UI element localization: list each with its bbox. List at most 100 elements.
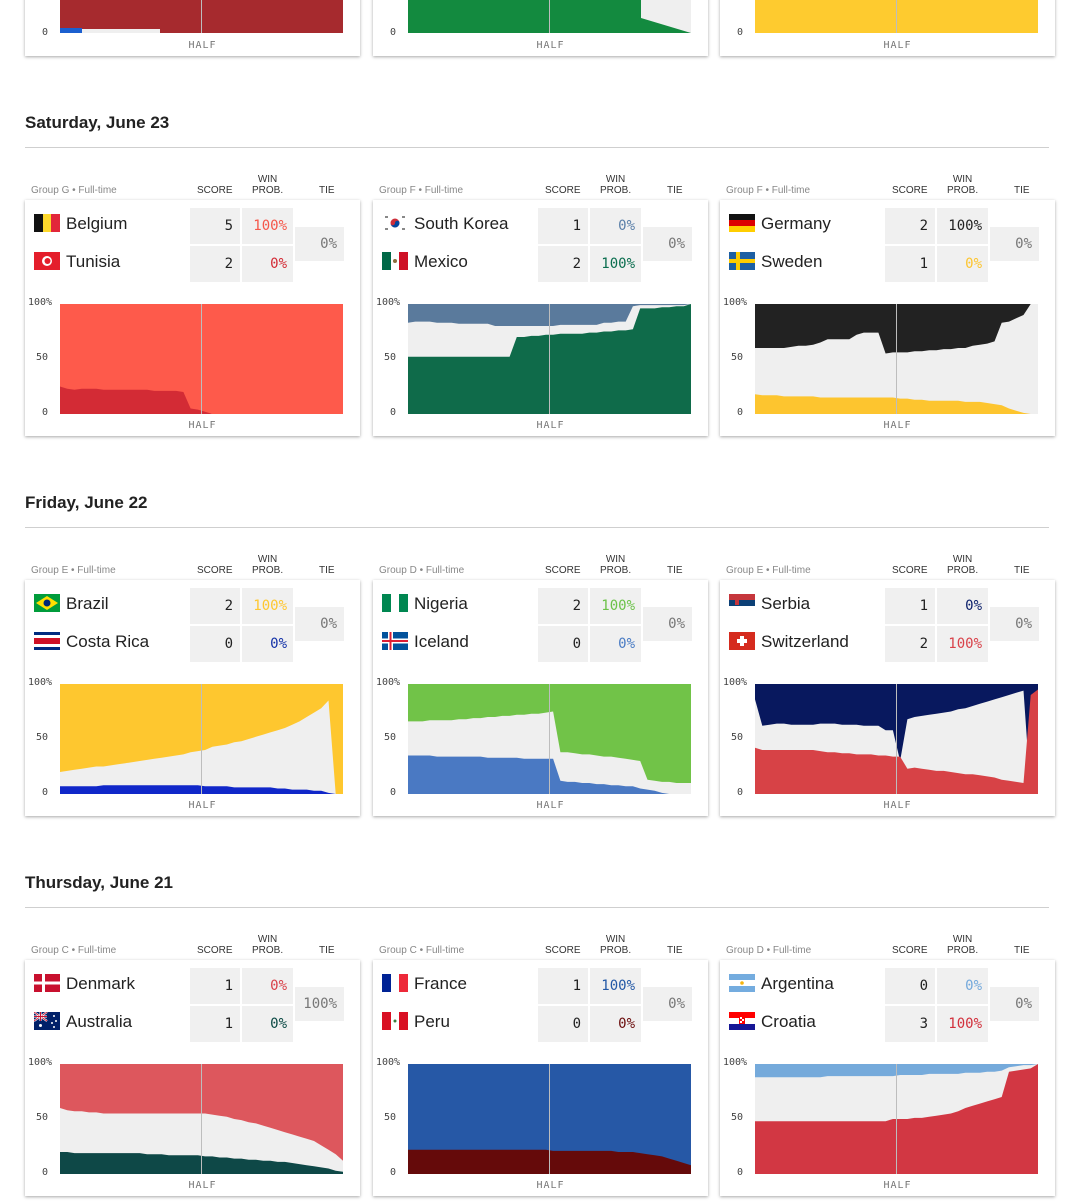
tie-probability: 0% [990,607,1039,641]
tie-probability: 0% [990,227,1039,261]
win-header-line1: WIN [952,934,973,945]
y-axis-label-50: 50 [384,732,397,743]
match-card[interactable]: Argentina 0 0% Croatia 3 100% 0% 100% 50 0 HALF [720,960,1055,1196]
y-axis-label-100: 100% [723,297,748,308]
score-column-header: SCORE [892,185,928,196]
team-score: 0 [885,968,935,1004]
y-axis-label-0: 0 [42,407,49,418]
team-score: 0 [538,1006,588,1042]
team-row: Nigeria 2 100% [373,588,708,624]
half-label: HALF [536,420,565,431]
tie-column-header: TIE [1014,185,1030,196]
team-win-probability: 100% [590,588,641,624]
win-probability-chart: 100% 50 0 HALF [373,676,708,816]
win-header-line2: PROB. [947,565,979,576]
half-label: HALF [188,1180,217,1191]
team-score: 5 [190,208,240,244]
match-header: Group F • Full-time SCORE WIN PROB. TIE [373,167,708,197]
win-probability-column-header: WIN PROB. [600,934,631,956]
team-name: Sweden [761,252,823,271]
sweden-flag-icon [729,252,755,270]
score-column-header: SCORE [545,185,581,196]
tie-probability: 0% [643,227,692,261]
match-header: Group D • Full-time SCORE WIN PROB. TIE [720,927,1055,957]
group-status: Group D • Full-time [379,565,465,576]
match-card[interactable]: France 1 100% Peru 0 0% 0% 100% 50 0 HALF [373,960,708,1196]
win-header-line1: WIN [605,934,626,945]
win-probability-chart: 100% 50 0 HALF [25,676,360,816]
match-card[interactable]: Denmark 1 0% Australia 1 0% 100% 100% 50 0 HALF [25,960,360,1196]
half-label: HALF [883,1180,912,1191]
win-header-line2: PROB. [600,565,632,576]
win-probability-chart [408,0,691,33]
score-column-header: SCORE [545,945,581,956]
team-row: Argentina 0 0% [720,968,1055,1004]
win-probability-chart [60,0,343,33]
team-score: 2 [190,246,240,282]
group-status: Group C • Full-time [379,945,465,956]
score-column-header: SCORE [892,565,928,576]
tie-column-header: TIE [667,185,683,196]
day-divider [25,907,1049,908]
win-probability-column-header: WIN PROB. [947,174,978,196]
team-row: Serbia 1 0% [720,588,1055,624]
team-name: Nigeria [414,594,468,613]
team-row: Brazil 2 100% [25,588,360,624]
team-win-probability: 100% [590,246,641,282]
team-name: Croatia [761,1012,816,1031]
team-row: South Korea 1 0% [373,208,708,244]
match-card[interactable]: Brazil 2 100% Costa Rica 0 0% 0% 100% 50 0 HALF [25,580,360,816]
team-row: Switzerland 2 100% [720,626,1055,662]
team-row: Belgium 5 100% [25,208,360,244]
match-card[interactable]: Nigeria 2 100% Iceland 0 0% 0% 100% 50 0 HALF [373,580,708,816]
team-score: 1 [190,1006,240,1042]
iceland-flag-icon [382,632,408,650]
team-name: Iceland [414,632,469,651]
team-name: Serbia [761,594,811,613]
group-status: Group D • Full-time [726,945,812,956]
y-axis-label-50: 50 [36,1112,49,1123]
australia-flag-icon [34,1012,60,1030]
y-axis-label-100: 100% [28,677,53,688]
team-name: Costa Rica [66,632,150,651]
half-label: HALF [883,40,912,51]
tie-probability: 0% [295,227,344,261]
half-label: HALF [883,420,912,431]
tie-probability: 0% [643,607,692,641]
match-card[interactable]: Serbia 1 0% Switzerland 2 100% 0% 100% 50 0 HALF [720,580,1055,816]
match-card[interactable]: Germany 2 100% Sweden 1 0% 0% 100% 50 0 HALF [720,200,1055,436]
brazil-flag-icon [34,594,60,612]
win-header-line1: WIN [257,934,278,945]
team-name: Mexico [414,252,468,271]
group-status: Group F • Full-time [379,185,464,196]
y-axis-label-0: 0 [737,407,744,418]
team-win-probability: 0% [242,968,293,1004]
y-axis-label-0: 0 [390,1167,397,1178]
win-probability-chart [755,0,1038,33]
team-name: France [414,974,467,993]
tie-probability: 0% [295,607,344,641]
group-status: Group G • Full-time [31,185,117,196]
match-card[interactable]: Belgium 5 100% Tunisia 2 0% 0% 100% 50 0 HALF [25,200,360,436]
day-title: Friday, June 22 [25,493,148,512]
team-win-probability: 0% [242,626,293,662]
win-probability-chart: 100% 50 0 HALF [720,296,1055,436]
team-win-probability: 0% [590,208,641,244]
y-axis-label-50: 50 [384,352,397,363]
group-status: Group E • Full-time [31,565,116,576]
match-card[interactable]: South Korea 1 0% Mexico 2 100% 0% 100% 50 0 HALF [373,200,708,436]
y-axis-label-0: 0 [390,27,397,38]
team-score: 3 [885,1006,935,1042]
half-label: HALF [536,40,565,51]
win-probability-chart: 100% 50 0 HALF [25,296,360,436]
group-status: Group F • Full-time [726,185,811,196]
win-header-line1: WIN [605,554,626,565]
tie-column-header: TIE [1014,945,1030,956]
win-probability-chart: 100% 50 0 HALF [25,1056,360,1196]
team-row: Sweden 1 0% [720,246,1055,282]
peru-flag-icon [382,1012,408,1030]
team-name: Argentina [761,974,834,993]
score-column-header: SCORE [197,565,233,576]
win-probability-chart: 100% 50 0 HALF [720,676,1055,816]
y-axis-label-0: 0 [42,1167,49,1178]
